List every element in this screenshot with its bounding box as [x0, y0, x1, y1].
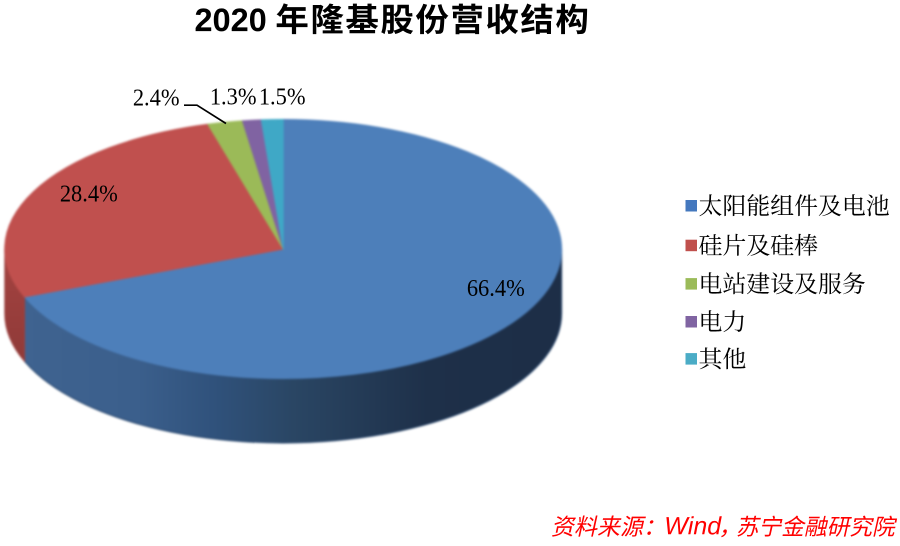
svg-text:28.4%: 28.4%	[60, 181, 118, 208]
svg-text:66.4%: 66.4%	[467, 275, 525, 302]
svg-text:1.3%: 1.3%	[210, 84, 257, 111]
svg-text:1.5%: 1.5%	[259, 84, 306, 111]
svg-text:2.4%: 2.4%	[133, 85, 180, 112]
